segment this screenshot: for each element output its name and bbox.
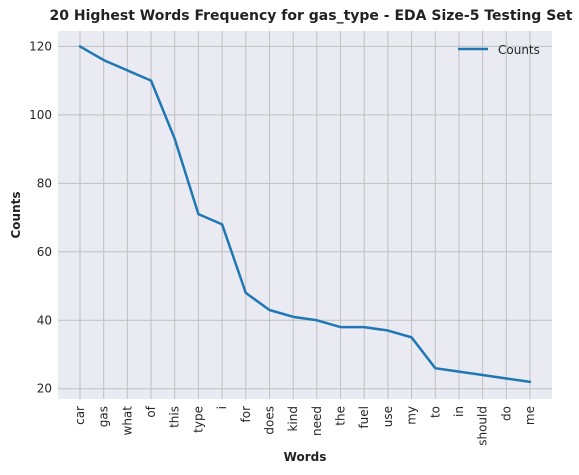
y-tick-label: 20 — [37, 382, 52, 396]
x-tick-label: kind — [286, 406, 300, 432]
x-tick-label: i — [215, 406, 229, 409]
series-layer — [78, 45, 532, 384]
x-tick-label: type — [191, 406, 205, 433]
x-tick-label: car — [73, 406, 87, 425]
x-tick-label: to — [428, 406, 442, 418]
series-line-counts — [78, 45, 532, 384]
y-tick-label: 120 — [29, 39, 52, 53]
x-tick-label: use — [381, 406, 395, 427]
legend: Counts — [458, 43, 540, 57]
x-tick-label: of — [144, 405, 158, 417]
x-tick-label: do — [499, 406, 513, 421]
x-tick-label: my — [405, 406, 419, 425]
y-tick-label: 40 — [37, 313, 52, 327]
x-tick-label: need — [310, 406, 324, 436]
legend-label-counts: Counts — [498, 43, 540, 57]
x-tick-label: does — [262, 406, 276, 435]
x-tick-label: fuel — [357, 406, 371, 429]
x-tick-label: should — [476, 406, 490, 446]
x-tick-label: what — [120, 406, 134, 436]
grid — [58, 31, 552, 399]
y-axis-label: Counts — [9, 191, 23, 238]
x-tick-label: the — [334, 406, 348, 426]
x-tick-label: for — [239, 406, 253, 423]
x-axis-label: Words — [284, 450, 327, 464]
x-tick-label: this — [168, 406, 182, 428]
chart-title: 20 Highest Words Frequency for gas_type … — [50, 8, 573, 24]
y-tick-label: 100 — [29, 108, 52, 122]
x-tick-label: gas — [97, 406, 111, 427]
y-tick-label: 60 — [37, 245, 52, 259]
y-tick-label: 80 — [37, 176, 52, 190]
x-tick-label: me — [523, 406, 537, 425]
x-axis: car gas what of this type i for does kind need the f… — [73, 405, 537, 446]
x-tick-label: in — [452, 406, 466, 417]
plot-area — [58, 31, 552, 399]
y-axis: 20 40 60 80 100 120 — [29, 39, 52, 395]
